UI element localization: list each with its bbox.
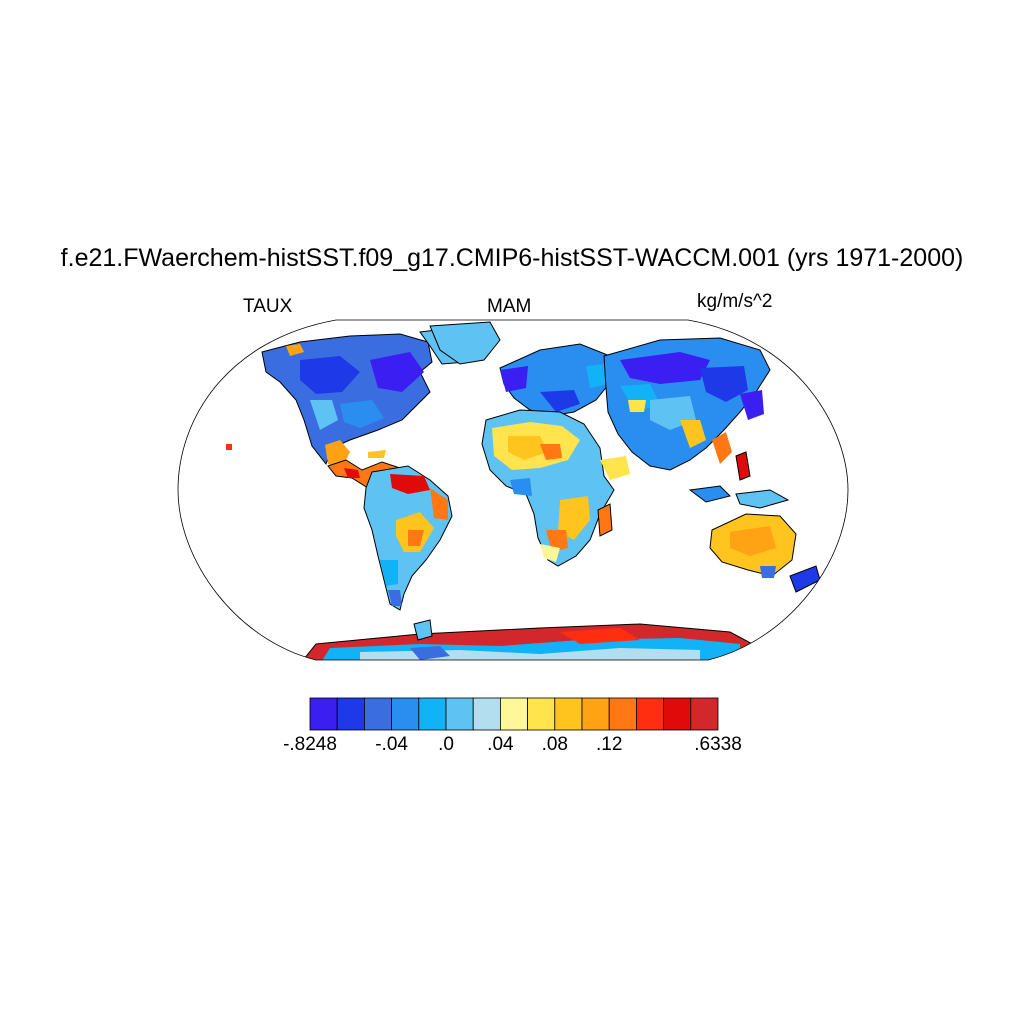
europe — [499, 343, 613, 417]
colorbar-swatch — [472, 697, 501, 731]
africa — [481, 409, 615, 567]
colorbar-swatch — [636, 697, 665, 731]
colorbar-tick-label: .04 — [487, 734, 514, 755]
colorbar-tick-label: .08 — [541, 734, 569, 755]
colorbar-tick-label: .12 — [595, 734, 623, 755]
map-outline — [177, 319, 849, 661]
colorbar-tick-label: -.04 — [375, 734, 408, 755]
colorbar-swatch — [309, 697, 338, 731]
colorbar-tick-label: .6338 — [694, 734, 742, 755]
colorbar-swatch — [690, 697, 719, 731]
colorbar — [309, 697, 719, 731]
colorbar-swatch — [663, 697, 692, 731]
colorbar-tick-label: .0 — [438, 734, 454, 755]
colorbar-swatch — [608, 697, 637, 731]
indonesia — [688, 485, 790, 509]
plot-title: f.e21.FWaerchem-histSST.f09_g17.CMIP6-hi… — [60, 244, 964, 272]
antarctica — [298, 619, 761, 660]
australia — [709, 513, 821, 593]
north-america — [261, 325, 487, 468]
colorbar-swatch — [391, 697, 420, 731]
season-label: MAM — [487, 296, 532, 317]
colorbar-swatch — [418, 697, 447, 731]
colorbar-swatch — [554, 697, 583, 731]
units-label: kg/m/s^2 — [697, 291, 773, 312]
colorbar-swatch — [363, 697, 392, 731]
variable-label: TAUX — [243, 296, 293, 317]
colorbar-swatch — [336, 697, 365, 731]
south-america — [363, 465, 453, 611]
colorbar-swatch — [499, 697, 528, 731]
colorbar-swatch — [581, 697, 610, 731]
colorbar-tick-label: -.8248 — [283, 734, 337, 755]
asia — [600, 337, 771, 481]
greenland — [429, 321, 501, 365]
colorbar-swatch — [445, 697, 474, 731]
colorbar-swatch — [527, 697, 556, 731]
hawaii-island — [226, 444, 232, 450]
